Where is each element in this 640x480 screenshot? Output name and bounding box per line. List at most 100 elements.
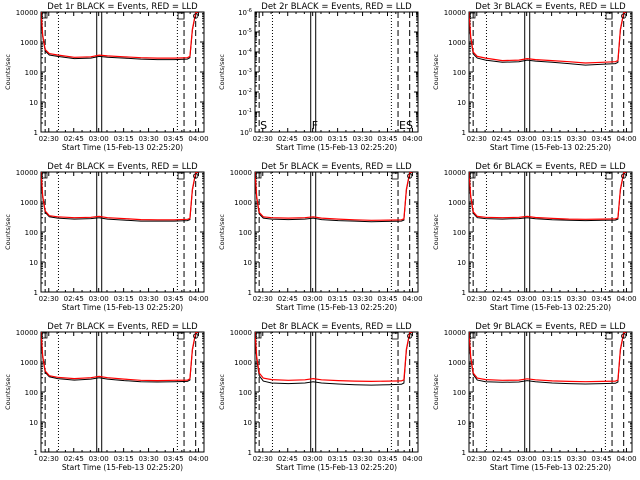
y-tick-label: 1000 [234,199,252,207]
y-tick-label: 10000 [444,9,466,17]
y-tick-label: 10 [29,419,38,427]
y-axis-label: Counts/sec [4,214,12,250]
x-tick-label: 03:45 [377,455,397,463]
y-tick-label: 1000 [20,39,38,47]
y-tick-label: 100 [453,69,466,77]
x-tick-label: 03:00 [89,295,109,303]
x-tick-label: 02:45 [492,295,512,303]
saa-box-left [41,172,48,179]
x-tick-label: 03:30 [352,455,372,463]
x-tick-label: 03:45 [591,455,611,463]
plot-frame [254,171,419,293]
x-tick-label: 03:30 [138,135,158,143]
x-tick-label: 02:30 [467,455,487,463]
y-tick-label: 1000 [448,359,466,367]
x-tick-label: 04:00 [188,295,208,303]
saa-circle-right [621,333,627,339]
x-tick-label: 03:15 [328,455,348,463]
y-tick-label: 100 [239,229,252,237]
saa-box-right [177,332,185,340]
x-axis-label: Start Time (15-Feb-13 02:25:20) [62,463,183,472]
x-tick-label: 03:00 [517,455,537,463]
annotation-label: ES [399,119,413,132]
y-axis-label: Counts/sec [432,374,440,410]
x-tick-label: 03:15 [114,295,134,303]
x-tick-label: 03:15 [542,295,562,303]
x-tick-label: 03:15 [542,135,562,143]
panel-title: Det 2r BLACK = Events, RED = LLD [261,2,412,12]
y-tick-label: 100 [25,229,38,237]
y-tick-label: 100 [240,128,252,137]
y-tick-label: 100 [239,389,252,397]
y-tick-label: 1 [462,289,466,297]
y-tick-label: 1 [34,129,38,137]
x-axis-label: Start Time (15-Feb-13 02:25:20) [276,303,397,312]
x-tick-label: 03:30 [566,135,586,143]
x-tick-label: 03:00 [89,455,109,463]
x-axis-label: Start Time (15-Feb-13 02:25:20) [490,303,611,312]
plot-frame [40,331,205,453]
x-tick-label: 02:30 [253,295,273,303]
y-tick-label: 10-6 [238,8,252,17]
saa-circle-right [193,173,199,179]
series-lld-line [255,172,414,221]
panel-det-9: Det 9r BLACK = Events, RED = LLD Counts/s… [432,322,637,472]
y-axis-label: Counts/sec [218,54,226,90]
x-tick-label: 03:30 [566,295,586,303]
y-tick-label: 1 [34,449,38,457]
x-tick-label: 03:15 [542,455,562,463]
panel-det-4: Det 4r BLACK = Events, RED = LLD Counts/s… [4,162,209,312]
panel-title: Det 5r BLACK = Events, RED = LLD [261,162,412,172]
y-tick-label: 10 [243,419,252,427]
series-lld-line [469,12,628,64]
x-tick-label: 02:30 [39,455,59,463]
x-tick-label: 04:00 [402,135,422,143]
saa-box-right [605,172,613,180]
x-tick-label: 04:00 [188,455,208,463]
x-tick-label: 03:00 [303,135,323,143]
saa-box-right [177,172,185,180]
series-events-line [255,332,415,386]
x-tick-label: 03:15 [114,135,134,143]
y-tick-label: 10 [457,259,466,267]
y-tick-label: 10-2 [238,88,252,97]
x-tick-label: 02:45 [278,295,298,303]
saa-box-left [255,332,262,339]
plot-frame [254,331,419,453]
y-axis-label: Counts/sec [218,374,226,410]
plot-frame [468,11,633,133]
y-axis-label: Counts/sec [4,54,12,90]
series-lld-line [469,332,628,383]
plot-frame [40,171,205,293]
x-tick-label: 03:00 [303,295,323,303]
saa-box-right [605,332,613,340]
x-tick-label: 02:45 [492,135,512,143]
series-lld-line [41,172,200,221]
y-tick-label: 10 [29,259,38,267]
x-axis-label: Start Time (15-Feb-13 02:25:20) [276,463,397,472]
saa-box-left [469,12,476,19]
y-tick-label: 100 [25,69,38,77]
saa-box-right [391,172,399,180]
y-tick-label: 10-4 [238,48,252,57]
series-lld-line [469,172,628,220]
panel-title: Det 4r BLACK = Events, RED = LLD [47,162,198,172]
x-tick-label: 04:00 [616,295,636,303]
plot-frame [40,11,205,133]
x-tick-label: 04:00 [616,135,636,143]
saa-box-left [469,172,476,179]
y-tick-label: 1 [462,449,466,457]
y-tick-label: 1000 [448,199,466,207]
panel-det-5: Det 5r BLACK = Events, RED = LLD Counts/s… [218,162,423,312]
panel-det-2: Det 2r BLACK = Events, RED = LLD Counts/s… [218,2,423,152]
x-tick-label: 04:00 [402,295,422,303]
annotation-label: F [312,119,318,132]
panel-det-3: Det 3r BLACK = Events, RED = LLD Counts/s… [432,2,637,152]
saa-circle-right [193,13,199,19]
x-tick-label: 03:00 [517,135,537,143]
x-tick-label: 04:00 [616,455,636,463]
x-tick-label: 03:00 [303,455,323,463]
panel-title: Det 1r BLACK = Events, RED = LLD [47,2,198,12]
x-tick-label: 02:30 [39,135,59,143]
x-tick-label: 02:45 [64,455,84,463]
